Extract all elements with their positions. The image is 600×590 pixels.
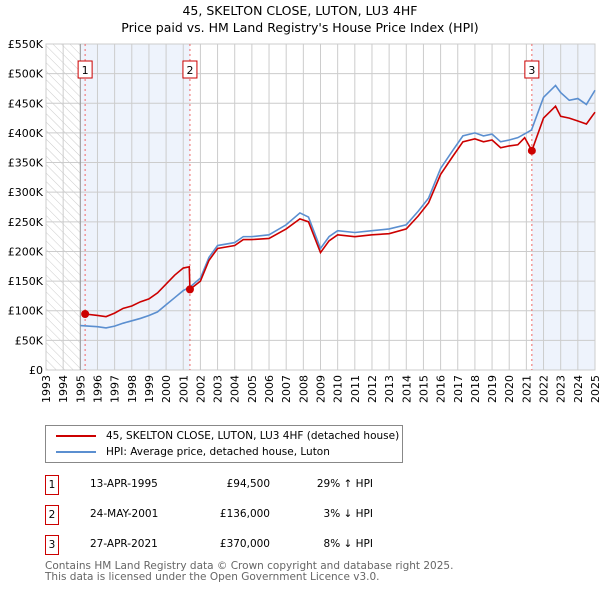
x-tick-label: 2020 — [503, 375, 516, 403]
x-tick-label: 2006 — [263, 375, 276, 403]
x-tick-label: 2025 — [589, 375, 600, 403]
x-tick-label: 2015 — [417, 375, 430, 403]
date: 27-APR-2021 — [90, 538, 158, 550]
x-tick-label: 1994 — [57, 375, 70, 403]
x-tick-label: 1997 — [109, 375, 122, 403]
chart-title: 45, SKELTON CLOSE, LUTON, LU3 4HF Price … — [0, 2, 600, 36]
series-line — [80, 84, 596, 329]
price-chart: 1993 1994 1995 1996 1997 1998 1999 2000 2001 2002… — [8, 38, 600, 403]
copyright-text: Contains HM Land Registry data © Crown c… — [45, 560, 454, 572]
sale-point — [185, 285, 194, 294]
y-tick-label: £100K — [8, 305, 44, 318]
y-tick-label: £50K — [15, 334, 44, 347]
sale-label-box — [77, 60, 93, 79]
y-tick-label: £200K — [8, 245, 44, 258]
shaded-period — [80, 44, 190, 370]
date: 13-APR-1995 — [90, 478, 158, 490]
hpi-diff: 8% ↓ HPI — [323, 538, 373, 550]
x-tick-label: 2018 — [469, 375, 482, 403]
y-tick-label: £450K — [8, 97, 44, 110]
hpi-diff: 3% ↓ HPI — [323, 508, 373, 520]
x-tick-label: 2024 — [572, 375, 585, 403]
x-tick-label: 2009 — [315, 375, 328, 403]
hpi-diff: 29% ↑ HPI — [316, 478, 373, 490]
marker-badge: 2 — [45, 505, 59, 525]
x-tick-label: 1998 — [126, 375, 139, 403]
x-tick-label: 2014 — [400, 375, 413, 403]
transaction-row: 2 24-MAY-2001 £136,000 3% ↓ HPI — [45, 505, 445, 525]
title-line: 45, SKELTON CLOSE, LUTON, LU3 4HF — [182, 3, 418, 18]
x-tick-label: 1996 — [91, 375, 104, 403]
transaction-row: 3 27-APR-2021 £370,000 8% ↓ HPI — [45, 535, 445, 555]
licence-text: This data is licensed under the Open Gov… — [45, 571, 380, 583]
footer: Contains HM Land Registry data © Crown c… — [45, 561, 453, 583]
x-tick-label: 2010 — [332, 375, 345, 403]
sale-label-box — [182, 60, 198, 79]
marker-badge: 1 — [45, 475, 59, 495]
x-tick-label: 2016 — [435, 375, 448, 403]
sale-label-box — [524, 60, 540, 79]
date: 24-MAY-2001 — [90, 508, 159, 520]
x-tick-label: 2003 — [212, 375, 225, 403]
price: £370,000 — [219, 538, 270, 550]
blue-line-swatch — [56, 451, 96, 453]
sale-label: 3 — [528, 64, 535, 77]
sale-point — [527, 146, 536, 155]
transaction-row: 1 13-APR-1995 £94,500 29% ↑ HPI — [45, 475, 445, 495]
legend-label: 45, SKELTON CLOSE, LUTON, LU3 4HF (detac… — [106, 430, 400, 442]
red-line-swatch — [56, 435, 96, 437]
x-tick-label: 2021 — [520, 375, 533, 403]
legend-label: HPI: Average price, detached house, Luto… — [106, 446, 330, 458]
x-tick-label: 2000 — [160, 375, 173, 403]
x-tick-label: 2008 — [297, 375, 310, 403]
legend: 45, SKELTON CLOSE, LUTON, LU3 4HF (detac… — [45, 425, 403, 463]
price: £136,000 — [219, 508, 270, 520]
x-tick-label: 2013 — [383, 375, 396, 403]
y-tick-label: £400K — [8, 127, 44, 140]
sale-point — [81, 309, 90, 318]
x-tick-label: 2019 — [486, 375, 499, 403]
x-tick-label: 2005 — [246, 375, 259, 403]
y-tick-label: £0 — [29, 364, 43, 377]
y-tick-label: £250K — [8, 216, 44, 229]
legend-item-hpi: HPI: Average price, detached house, Luto… — [56, 446, 330, 458]
x-tick-label: 2023 — [555, 375, 568, 403]
shaded-period — [531, 44, 595, 370]
y-tick-label: £500K — [8, 68, 44, 81]
y-tick-label: £350K — [8, 157, 44, 170]
x-tick-label: 2012 — [366, 375, 379, 403]
legend-item-property: 45, SKELTON CLOSE, LUTON, LU3 4HF (detac… — [56, 430, 399, 442]
x-tick-label: 1995 — [74, 375, 87, 403]
plot-border — [45, 43, 596, 371]
marker-badge: 3 — [45, 535, 59, 555]
x-tick-label: 2017 — [452, 375, 465, 403]
x-tick-label: 1999 — [143, 375, 156, 403]
sale-label: 1 — [82, 64, 89, 77]
series-line — [85, 104, 596, 318]
y-tick-label: £300K — [8, 186, 44, 199]
y-tick-label: £550K — [8, 38, 44, 51]
x-tick-label: 2011 — [349, 375, 362, 403]
x-tick-label: 2022 — [538, 375, 551, 403]
x-tick-label: 2004 — [229, 375, 242, 403]
x-tick-label: 2007 — [280, 375, 293, 403]
x-tick-label: 2002 — [194, 375, 207, 403]
y-tick-label: £150K — [8, 275, 44, 288]
x-tick-label: 2001 — [177, 375, 190, 403]
sale-label: 2 — [186, 64, 193, 77]
x-tick-label: 1993 — [40, 375, 53, 403]
price: £94,500 — [226, 478, 270, 490]
subtitle-line: Price paid vs. HM Land Registry's House … — [121, 20, 479, 35]
